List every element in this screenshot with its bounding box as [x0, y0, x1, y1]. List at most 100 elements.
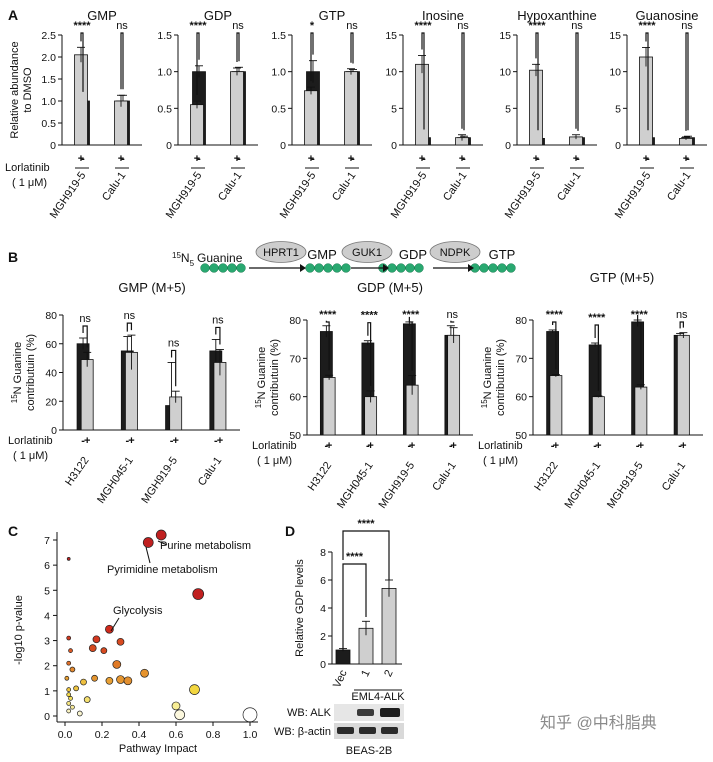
isotope-count: 5 — [190, 259, 195, 268]
sig-b-3-label: ns — [212, 314, 224, 326]
label-bead — [305, 263, 315, 273]
sig-a-1-bracket — [685, 32, 689, 131]
group-label: Calu-1 — [441, 170, 469, 203]
chart-a-y-tick-label: 1.0 — [41, 96, 56, 108]
chart-title: GDP — [204, 8, 232, 23]
blot-alk-band — [357, 709, 374, 716]
pm-sign: - — [678, 440, 682, 452]
chart-a-y-tick-label: 10 — [609, 67, 621, 79]
y-label-text: N Guanine — [256, 347, 268, 400]
chart-d-y-tick-label: 4 — [320, 603, 326, 615]
group-label: MGH919-5 — [605, 460, 646, 511]
y-label-text: N Guanine — [482, 347, 494, 400]
chart-d-y-tick-label: 0 — [320, 659, 326, 671]
chart-a-y-tick-label: 0 — [280, 140, 286, 152]
sig-b-1-label: ns — [124, 310, 136, 322]
chart-c-point-33 — [242, 707, 258, 723]
chart-a-y-tick-label: 2.0 — [41, 52, 56, 64]
enzyme-bubble — [341, 241, 393, 263]
arrow-head — [468, 264, 474, 272]
chart-title: Inosine — [422, 8, 464, 23]
chart-c-y-tick-label: 0 — [44, 711, 50, 723]
chart-c-point-30 — [66, 708, 72, 714]
chart-a-bar-1 — [529, 69, 543, 146]
sig-a-0-label: **** — [638, 20, 656, 32]
chart-c-point-24 — [66, 692, 72, 697]
pm-sign: + — [553, 440, 559, 452]
chart-c-point-15 — [64, 675, 70, 681]
label-bead — [488, 263, 498, 273]
label-bead — [209, 263, 219, 273]
sig-a-0-label: **** — [189, 20, 207, 32]
metabolite-label: GMP — [307, 247, 337, 262]
blot-label: WB: β-actin — [274, 726, 331, 738]
metabolite-label: GDP — [399, 247, 427, 262]
pm-sign: - — [422, 153, 426, 165]
annotation-leader — [157, 540, 168, 546]
chart-c-x-tick-label: 0.2 — [95, 729, 110, 741]
chart-a-bar-3 — [230, 71, 244, 146]
panel-c-letter: C — [8, 523, 18, 539]
pm-sign: + — [680, 440, 686, 452]
chart-c-point-23 — [189, 684, 200, 695]
chart-b-bar-7 — [676, 334, 690, 436]
drug-label: Lorlatinib — [8, 435, 53, 447]
chart-a-y-tick-label: 0.5 — [271, 103, 286, 115]
drug-label: Lorlatinib — [478, 440, 523, 452]
chart-b-2: GTP (M+5) 50 60 70 80 **** H3122 **** MGH045-1 **… — [478, 270, 703, 511]
enzyme-label: NDPK — [440, 247, 471, 259]
watermark-layer: 知乎 @中科脂典 — [540, 714, 657, 732]
label-bead — [396, 263, 406, 273]
chart-b-y-tick-label: 20 — [45, 396, 57, 408]
label-bead — [332, 263, 342, 273]
pm-sign: + — [595, 440, 601, 452]
sig-a-0-label: **** — [414, 20, 432, 32]
pm-sign: + — [409, 440, 415, 452]
panel-d-letter: D — [285, 523, 295, 539]
y-label-isotope: 15 — [480, 399, 489, 408]
chart-d-y-label: Relative GDP levels — [294, 559, 306, 657]
chart-c-point-31 — [76, 710, 83, 717]
group-label: MGH919-5 — [377, 460, 418, 511]
sig-b-1-label: **** — [361, 310, 379, 322]
panel-a-letter: A — [8, 7, 18, 23]
chart-b-y-tick-label: 80 — [45, 310, 57, 322]
sig-a-0-bracket — [310, 32, 314, 82]
pm-sign: + — [638, 440, 644, 452]
y-label-isotope: 15 — [10, 394, 19, 403]
dose-label: ( 1 μM) — [483, 455, 518, 467]
chart-c-point-32 — [174, 709, 186, 721]
sig-b-0-bracket — [325, 320, 330, 371]
chart-c-x-tick-label: 0.4 — [132, 729, 147, 741]
chart-a-y-tick-label: 15 — [499, 30, 511, 42]
sig-b-3-bracket — [679, 321, 684, 329]
pm-sign: - — [121, 153, 125, 165]
chart-d-category: 2 — [382, 668, 395, 679]
sig-a-0-label: **** — [73, 20, 91, 32]
chart-a-y-tick-label: 5 — [615, 103, 621, 115]
chart-c-point-3 — [66, 557, 71, 561]
sig-b-3-label: ns — [446, 309, 458, 321]
group-label: MGH919-5 — [389, 170, 430, 221]
sig-b-0-label: ns — [79, 313, 91, 325]
isotope-label: 15N5 Guanine — [172, 251, 243, 268]
blot-actin-band — [359, 727, 376, 734]
chart-title: GDP (M+5) — [357, 280, 423, 295]
pm-sign: - — [449, 440, 453, 452]
pm-sign: + — [683, 153, 689, 165]
label-bead — [236, 263, 246, 273]
chart-c-point-28 — [70, 704, 75, 710]
chart-c-x-tick-label: 0.6 — [169, 729, 184, 741]
chart-c-point-13 — [69, 666, 76, 673]
group-label: H3122 — [63, 455, 91, 488]
chart-d-category: Vec — [331, 668, 350, 690]
panel-c: C 0 1 2 3 4 5 6 7 0.0 0.2 0.4 0.6 0.8 1.0 Pathway Impa… — [8, 523, 258, 755]
chart-c-point-25 — [68, 696, 73, 701]
chart-d-y-tick-label: 6 — [320, 575, 326, 587]
